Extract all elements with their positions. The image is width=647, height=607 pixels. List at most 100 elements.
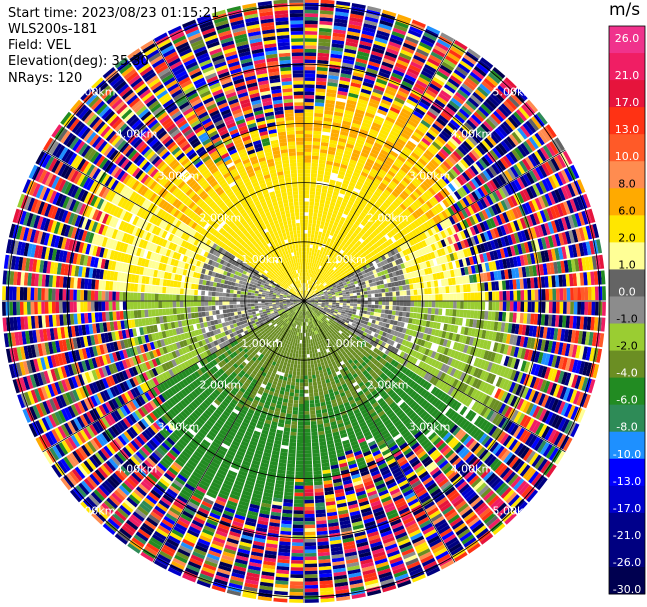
velocity-gate (367, 294, 372, 298)
velocity-gate (304, 109, 314, 113)
velocity-gate (331, 46, 344, 52)
velocity-gate (327, 238, 332, 243)
velocity-gate (309, 284, 313, 289)
velocity-gate (333, 29, 346, 35)
velocity-gate (387, 314, 392, 320)
velocity-gate (404, 160, 414, 169)
velocity-gate (301, 340, 304, 344)
velocity-gate (367, 105, 378, 112)
velocity-gate (346, 293, 350, 297)
velocity-gate (317, 235, 322, 240)
velocity-gate (421, 295, 425, 301)
velocity-gate (366, 287, 371, 291)
velocity-gate (460, 301, 464, 309)
velocity-gate (587, 286, 592, 301)
velocity-gate (381, 288, 386, 293)
velocity-gate (304, 588, 319, 593)
velocity-gate (378, 293, 383, 297)
velocity-gate (414, 51, 428, 61)
velocity-gate (445, 124, 456, 135)
velocity-gate (438, 114, 449, 124)
velocity-gate (363, 310, 368, 315)
velocity-gate (311, 155, 319, 160)
velocity-gate (395, 286, 400, 292)
velocity-gate (351, 78, 363, 85)
velocity-gate (380, 284, 385, 289)
velocity-gate (357, 135, 366, 142)
velocity-gate (348, 310, 353, 314)
velocity-gate (362, 26, 376, 34)
velocity-gate (357, 295, 361, 299)
velocity-gate (359, 128, 369, 135)
velocity-gate (416, 125, 427, 134)
velocity-gate (306, 254, 309, 259)
velocity-gate (316, 413, 322, 418)
velocity-gate (378, 132, 388, 140)
velocity-gate (373, 40, 387, 48)
velocity-gate (323, 236, 328, 242)
velocity-gate (304, 144, 312, 149)
velocity-gate (304, 584, 319, 589)
velocity-gate (429, 126, 440, 135)
velocity-gate (473, 310, 478, 319)
velocity-gate (311, 346, 315, 351)
velocity-gate (313, 463, 321, 468)
velocity-gate (321, 276, 326, 280)
velocity-gate (355, 208, 362, 215)
velocity-gate (315, 191, 321, 196)
velocity-gate (345, 172, 352, 179)
velocity-gate (318, 163, 326, 168)
velocity-gate (323, 207, 329, 212)
velocity-gate (332, 118, 342, 124)
velocity-gate (471, 68, 485, 80)
velocity-gate (360, 37, 374, 44)
velocity-gate (314, 484, 324, 489)
velocity-gate (373, 212, 380, 219)
velocity-gate (311, 286, 315, 290)
velocity-gate (306, 251, 310, 256)
velocity-gate (379, 129, 389, 137)
velocity-gate (398, 87, 410, 95)
velocity-gate (310, 289, 313, 293)
velocity-gate (412, 312, 417, 319)
velocity-gate (328, 143, 337, 149)
velocity-gate (304, 190, 310, 195)
velocity-gate (338, 87, 349, 93)
velocity-gate (304, 400, 310, 405)
velocity-gate (325, 241, 330, 246)
velocity-gate (340, 216, 346, 222)
velocity-gate (325, 196, 332, 202)
velocity-gate (401, 80, 413, 89)
velocity-gate (414, 128, 425, 137)
velocity-gate (315, 263, 318, 268)
velocity-gate (318, 278, 322, 282)
velocity-gate (404, 187, 412, 196)
velocity-gate (339, 134, 348, 140)
velocity-gate (304, 446, 312, 451)
velocity-gate (404, 174, 413, 182)
velocity-gate (307, 240, 311, 245)
velocity-gate (492, 66, 506, 79)
velocity-gate (304, 45, 317, 50)
velocity-gate (360, 307, 365, 311)
velocity-gate (452, 116, 463, 127)
velocity-gate (324, 273, 328, 278)
velocity-gate (388, 292, 393, 297)
velocity-gate (534, 301, 539, 313)
velocity-gate (388, 133, 398, 141)
velocity-gate (312, 286, 316, 290)
velocity-gate (384, 51, 398, 59)
velocity-gate (353, 237, 359, 243)
velocity-gate (417, 295, 422, 301)
velocity-gate (313, 392, 319, 397)
velocity-gate (310, 342, 314, 347)
velocity-gate (386, 136, 396, 144)
velocity-gate (448, 285, 453, 293)
velocity-gate (308, 219, 313, 224)
velocity-gate (379, 102, 391, 110)
velocity-gate (304, 94, 315, 99)
velocity-gate (318, 159, 326, 165)
velocity-gate (311, 367, 315, 372)
velocity-gate (367, 297, 372, 301)
velocity-gate (313, 237, 318, 242)
